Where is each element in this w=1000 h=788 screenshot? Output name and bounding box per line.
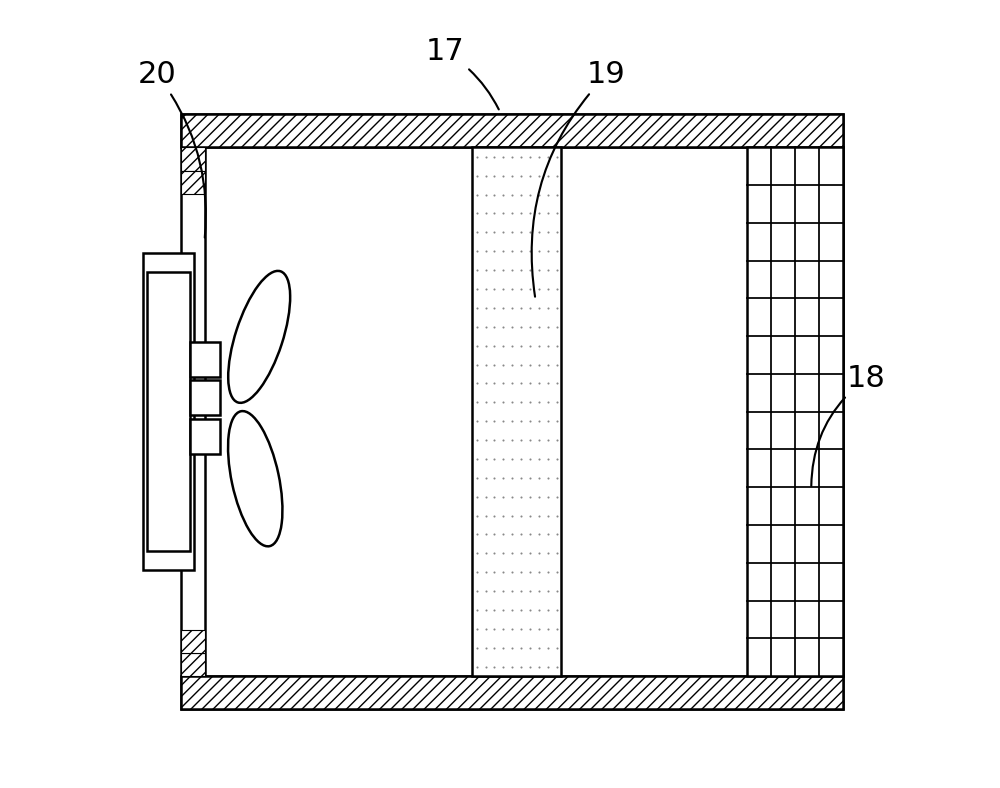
Bar [190, 342, 220, 377]
Text: 20: 20 [138, 61, 206, 237]
Text: 17: 17 [425, 37, 499, 110]
Bar [190, 381, 220, 415]
Text: 18: 18 [811, 364, 886, 485]
Bar [147, 272, 190, 552]
Bar [472, 147, 561, 676]
Text: 19: 19 [532, 61, 626, 297]
Bar [190, 418, 220, 454]
Bar [181, 630, 205, 653]
Bar [181, 147, 205, 170]
Bar [747, 147, 843, 676]
Bar [181, 114, 843, 147]
Bar [181, 653, 205, 676]
Bar [181, 170, 205, 194]
Bar [181, 114, 843, 709]
Bar [205, 147, 843, 676]
Ellipse shape [228, 411, 282, 546]
Ellipse shape [228, 271, 290, 403]
Bar [181, 676, 843, 709]
Bar [143, 253, 194, 571]
